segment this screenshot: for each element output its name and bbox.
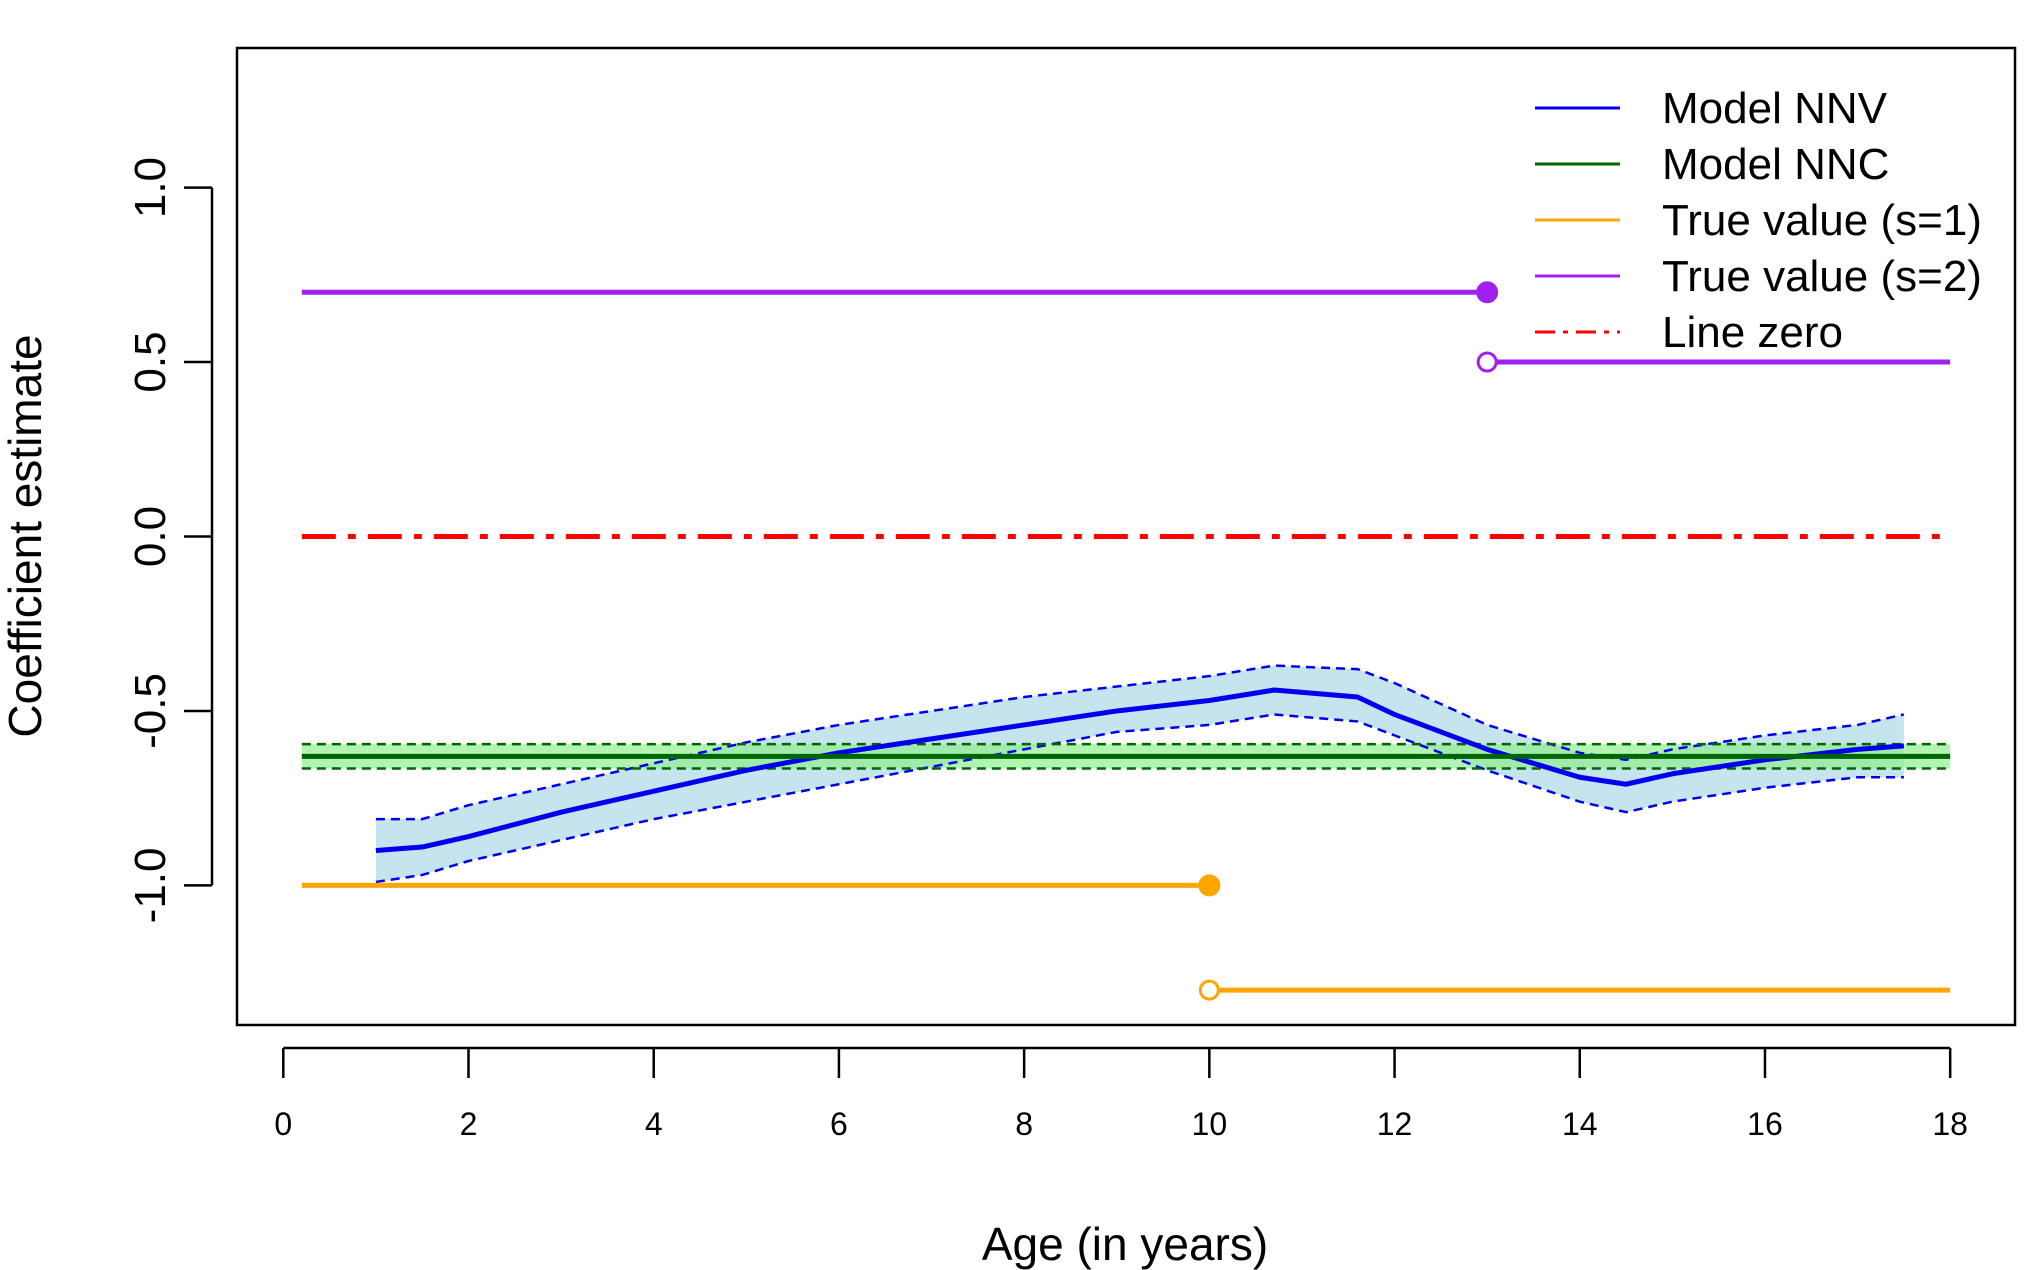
x-tick-label: 6 [830,1106,848,1142]
legend: Model NNV Model NNC True value (s=1) True v… [1535,84,1982,357]
x-tick-label: 2 [460,1106,478,1142]
legend-label-line-zero: Line zero [1662,308,1843,357]
true-value-s-1-open-point [1198,979,1220,1001]
y-tick-label: 0.5 [126,331,175,392]
x-tick-label: 0 [274,1106,292,1142]
legend-label-model-nnv: Model NNV [1662,84,1888,133]
true-value-s-2-closed-point [1476,281,1499,304]
x-tick-label: 18 [1932,1106,1968,1142]
x-tick-label: 16 [1747,1106,1783,1142]
legend-label-model-nnc: Model NNC [1662,140,1889,189]
x-tick-label: 10 [1192,1106,1228,1142]
legend-label-true-value-s-1: True value (s=1) [1662,196,1982,245]
y-tick-label: 1.0 [126,157,175,218]
plot-area [301,281,1951,1001]
y-tick-label: -0.5 [126,673,175,749]
x-tick-label: 8 [1015,1106,1033,1142]
true-value-s-1-closed-point [1198,874,1221,897]
model-nnv-upper-bound [375,664,1905,821]
y-axis: 1.0 0.5 0.0 -0.5 -1.0 [126,157,214,924]
legend-label-true-value-s-2: True value (s=2) [1662,252,1982,301]
y-tick-label: 0.0 [126,506,175,567]
model-nnv-lower-bound [375,713,1904,884]
y-tick-label: -1.0 [126,848,175,924]
model-nnv-line [375,687,1905,854]
plot-frame [235,46,2017,1027]
y-axis-title: Coefficient estimate [0,334,51,737]
x-axis: 0 2 4 6 8 10 12 14 16 18 [274,1046,1968,1142]
x-tick-label: 12 [1377,1106,1413,1142]
x-tick-label: 14 [1562,1106,1598,1142]
x-axis-title: Age (in years) [982,1218,1268,1270]
x-tick-label: 4 [645,1106,663,1142]
true-value-s-2-open-point [1476,351,1498,373]
